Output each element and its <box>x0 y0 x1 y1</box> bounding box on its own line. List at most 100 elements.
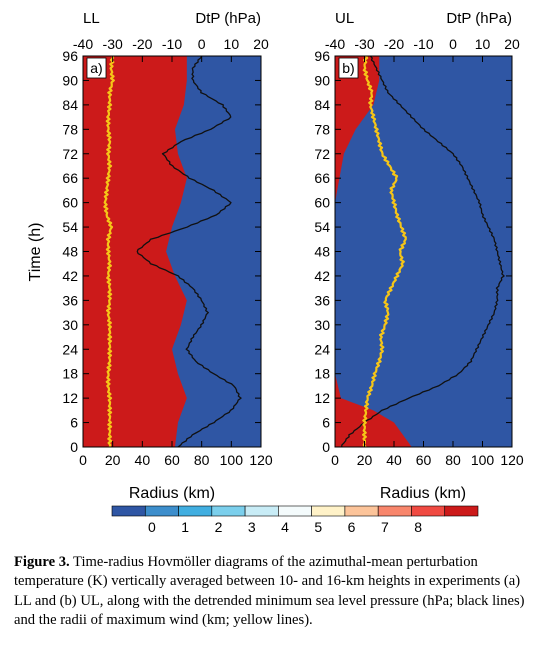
y-tick-label-b-9: 54 <box>314 219 330 235</box>
y-tick-label-a-7: 42 <box>62 268 78 284</box>
y-tick-label-b-12: 72 <box>314 146 330 162</box>
x2-tick-label-a-0: -40 <box>73 36 93 52</box>
colorbar-label-5: 5 <box>314 519 322 535</box>
y-tick-label-b-10: 60 <box>314 195 330 211</box>
colorbar-swatch-0 <box>111 505 146 517</box>
lines-b <box>341 56 505 447</box>
panel-label-a: a) <box>90 60 102 76</box>
colorbar-swatch-3 <box>211 505 246 517</box>
colorbar-label-0: 0 <box>148 519 156 535</box>
x-axis-label-b: Radius (km) <box>380 485 466 502</box>
y-tick-label-b-16: 96 <box>314 48 330 64</box>
x2-tick-label-b-4: 0 <box>449 36 457 52</box>
panel-label-b: b) <box>342 60 354 76</box>
y-tick-label-a-0: 0 <box>70 439 78 455</box>
y-tick-label-b-4: 24 <box>314 341 330 357</box>
x2-tick-label-a-5: 10 <box>224 36 240 52</box>
x-tick-label-b-5: 100 <box>471 452 495 468</box>
y-tick-label-b-3: 18 <box>314 366 330 382</box>
x-tick-label-a-2: 40 <box>135 452 151 468</box>
panel-a: 0 20 40 60 80 100 120 -40 -30 -20 -10 0 10 20 0 6 12 18 24… <box>62 10 272 502</box>
y-tick-label-a-6: 36 <box>62 292 78 308</box>
y-tick-label-b-14: 84 <box>314 97 330 113</box>
colorbar-label-6: 6 <box>348 519 356 535</box>
x-tick-label-b-2: 40 <box>386 452 402 468</box>
x-axis-label-a: Radius (km) <box>129 485 215 502</box>
axes-a: 0 20 40 60 80 100 120 -40 -30 -20 -10 0 10 20 0 6 12 18 24… <box>62 36 272 468</box>
x2-tick-label-a-2: -20 <box>132 36 152 52</box>
y-tick-label-b-8: 48 <box>314 244 330 260</box>
y-tick-label-b-0: 0 <box>322 439 330 455</box>
rmw-line-a <box>103 56 115 447</box>
y-tick-label-b-7: 42 <box>314 268 330 284</box>
colorbar-label-4: 4 <box>281 519 289 535</box>
heat-base-b <box>335 56 512 447</box>
y-tick-label-a-4: 24 <box>62 341 78 357</box>
heatmap-b <box>335 56 512 447</box>
colorbar-swatch-4 <box>244 505 279 517</box>
colorbar-swatch-7 <box>344 505 379 517</box>
y-tick-label-b-15: 90 <box>314 72 330 88</box>
caption-label: Figure 3. <box>14 554 70 570</box>
x2-tick-label-b-3: -10 <box>413 36 433 52</box>
top-axis-label-a: DtP (hPa) <box>195 10 261 27</box>
dtp-line-a <box>136 56 242 447</box>
y-axis-label: Time (h) <box>27 223 44 282</box>
figure-canvas: 0 20 40 60 80 100 120-40 -30 -20 -10 0 10 2006121824… <box>27 10 524 535</box>
y-tick-label-a-8: 48 <box>62 244 78 260</box>
axes-b: 0 20 40 60 80 100 120 -40 -30 -20 -10 0 10 20 0 6 12 18 24… <box>314 36 523 468</box>
x-tick-label-a-1: 20 <box>105 452 121 468</box>
x2-tick-label-a-6: 20 <box>253 36 269 52</box>
x2-tick-label-b-2: -20 <box>384 36 404 52</box>
x-tick-label-b-3: 60 <box>416 452 432 468</box>
colorbar-label-3: 3 <box>248 519 256 535</box>
x-tick-label-b-1: 20 <box>357 452 373 468</box>
y-tick-label-a-1: 6 <box>70 415 78 431</box>
panel-b: 0 20 40 60 80 100 120 -40 -30 -20 -10 0 10 20 0 6 12 18 24… <box>314 10 523 502</box>
colorbar-label-8: 8 <box>414 519 422 535</box>
y-tick-label-a-14: 84 <box>62 97 78 113</box>
colorbar-label-1: 1 <box>181 519 189 535</box>
y-tick-label-b-6: 36 <box>314 292 330 308</box>
experiment-label-a: LL <box>83 10 100 27</box>
x2-tick-label-b-5: 10 <box>475 36 491 52</box>
y-tick-label-a-12: 72 <box>62 146 78 162</box>
x-tick-label-a-3: 60 <box>164 452 180 468</box>
colorbar-swatch-10 <box>444 505 479 517</box>
panel-label-box-b <box>338 57 359 79</box>
x2-tick-label-b-6: 20 <box>504 36 520 52</box>
colorbar-swatch-6 <box>311 505 346 517</box>
caption-text: Time-radius Hovmöller diagrams of the az… <box>14 554 525 629</box>
y-tick-label-a-9: 54 <box>62 219 78 235</box>
y-tick-label-a-10: 60 <box>62 195 78 211</box>
x-tick-label-b-0: 0 <box>331 452 339 468</box>
x-tick-label-b-4: 80 <box>445 452 461 468</box>
x2-tick-label-b-0: -40 <box>325 36 345 52</box>
top-axis-label-b: DtP (hPa) <box>446 10 512 27</box>
x2-tick-label-a-1: -30 <box>103 36 123 52</box>
y-tick-label-a-3: 18 <box>62 366 78 382</box>
x2-tick-label-a-4: 0 <box>198 36 206 52</box>
y-tick-label-b-11: 66 <box>314 170 330 186</box>
y-tick-label-b-2: 12 <box>314 390 330 406</box>
heat-band-b-10 <box>335 56 412 447</box>
y-tick-label-a-16: 96 <box>62 48 78 64</box>
dtp-line-b <box>341 56 505 447</box>
colorbar-swatch-9 <box>411 505 446 517</box>
x-tick-label-a-5: 100 <box>220 452 244 468</box>
x2-tick-label-b-1: -30 <box>354 36 374 52</box>
colorbar-label-2: 2 <box>215 519 223 535</box>
x-tick-label-b-6: 120 <box>500 452 524 468</box>
y-tick-label-b-1: 6 <box>322 415 330 431</box>
colorbar-label-7: 7 <box>381 519 389 535</box>
y-tick-label-a-15: 90 <box>62 72 78 88</box>
panel-label-box-a <box>86 57 107 79</box>
y-tick-label-b-13: 78 <box>314 121 330 137</box>
experiment-label-b: UL <box>335 10 354 27</box>
y-tick-label-a-2: 12 <box>62 390 78 406</box>
x-tick-label-a-0: 0 <box>79 452 87 468</box>
colorbar-swatch-1 <box>144 505 179 517</box>
lines-a <box>103 56 242 447</box>
x2-tick-label-a-3: -10 <box>162 36 182 52</box>
y-tick-label-a-11: 66 <box>62 170 78 186</box>
